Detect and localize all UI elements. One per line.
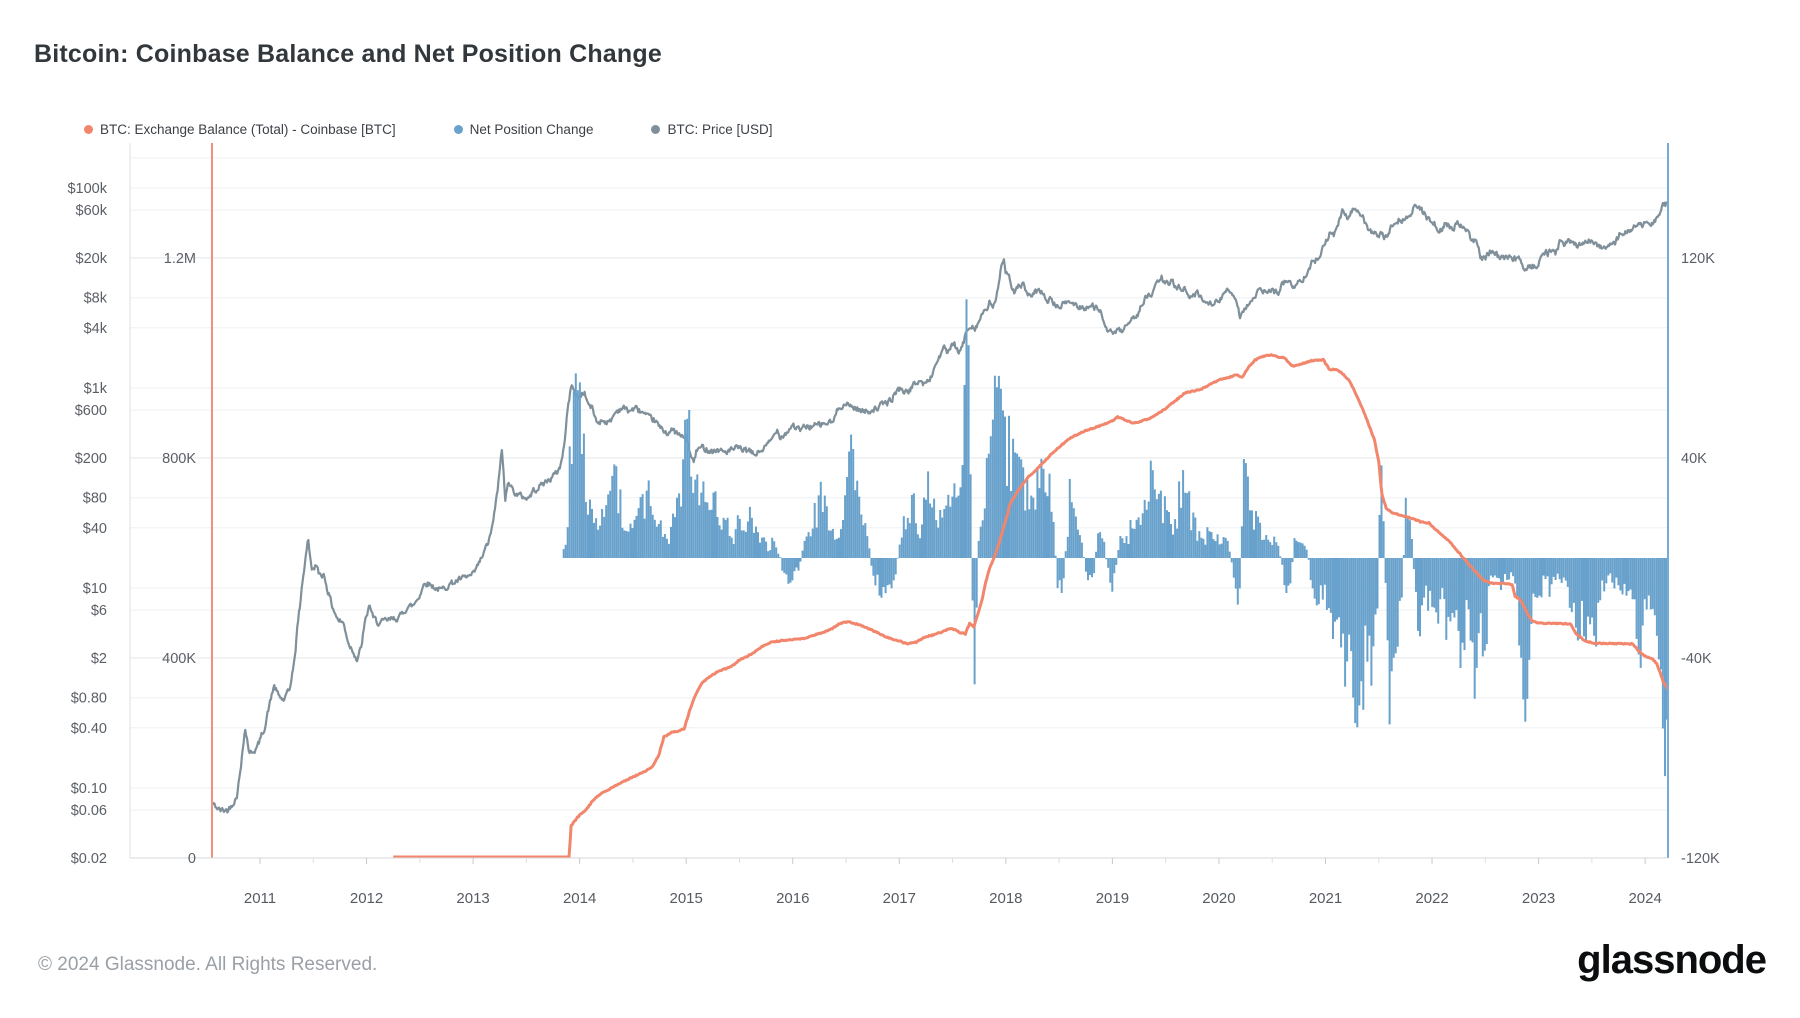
svg-text:120K: 120K: [1681, 251, 1715, 267]
gridlines: [130, 157, 1668, 859]
svg-text:2024: 2024: [1628, 890, 1661, 907]
svg-text:$0.10: $0.10: [71, 781, 107, 797]
chart-legend: BTC: Exchange Balance (Total) - Coinbase…: [84, 122, 772, 137]
blue-dot-icon: [453, 125, 463, 134]
svg-text:$10: $10: [83, 581, 107, 597]
svg-text:$0.40: $0.40: [71, 721, 107, 737]
legend-label: Net Position Change: [469, 122, 594, 137]
svg-text:$0.80: $0.80: [71, 691, 107, 707]
svg-text:$2: $2: [91, 651, 107, 667]
svg-text:$20k: $20k: [76, 251, 108, 267]
svg-text:$1k: $1k: [84, 381, 108, 397]
legend-label: BTC: Exchange Balance (Total) - Coinbase…: [100, 122, 396, 137]
svg-text:$4k: $4k: [84, 321, 108, 337]
svg-text:1.2M: 1.2M: [164, 251, 196, 267]
svg-text:$600: $600: [75, 403, 107, 419]
axis-labels-layer: $100k $60k $20k $8k $4k $1k $600 $200 $80 $40 $10 $…: [67, 181, 1720, 907]
svg-text:$40: $40: [83, 521, 107, 537]
svg-text:$60k: $60k: [76, 203, 108, 219]
svg-text:2016: 2016: [776, 890, 809, 907]
svg-text:2020: 2020: [1202, 890, 1235, 907]
svg-text:800K: 800K: [162, 451, 196, 467]
svg-text:$80: $80: [83, 491, 107, 507]
svg-text:$200: $200: [75, 451, 107, 467]
legend-label: BTC: Price [USD]: [667, 122, 773, 137]
svg-text:2012: 2012: [350, 890, 383, 907]
svg-text:400K: 400K: [162, 651, 196, 667]
svg-text:2017: 2017: [883, 890, 916, 907]
svg-text:-120K: -120K: [1681, 851, 1720, 867]
legend-item-net-position-change[interactable]: Net Position Change: [453, 122, 594, 137]
svg-text:2022: 2022: [1415, 890, 1448, 907]
svg-text:2023: 2023: [1522, 890, 1555, 907]
svg-text:2021: 2021: [1309, 890, 1342, 907]
svg-text:$8k: $8k: [84, 291, 108, 307]
svg-text:2018: 2018: [989, 890, 1022, 907]
legend-item-exchange-balance[interactable]: BTC: Exchange Balance (Total) - Coinbase…: [84, 122, 396, 137]
svg-text:$6: $6: [91, 603, 107, 619]
svg-text:2011: 2011: [244, 890, 276, 907]
svg-text:40K: 40K: [1681, 451, 1707, 467]
svg-text:$0.02: $0.02: [71, 851, 107, 867]
svg-text:2015: 2015: [670, 890, 703, 907]
series-layer: [212, 201, 1668, 858]
svg-text:0: 0: [188, 851, 196, 867]
gray-dot-icon: [651, 125, 661, 134]
svg-text:2019: 2019: [1096, 890, 1129, 907]
axes-layer: [129, 143, 1669, 864]
svg-text:-40K: -40K: [1681, 651, 1712, 667]
orange-dot-icon: [84, 125, 93, 134]
svg-text:2014: 2014: [563, 890, 596, 907]
copyright-text: © 2024 Glassnode. All Rights Reserved.: [38, 954, 378, 975]
legend-item-btc-price[interactable]: BTC: Price [USD]: [651, 122, 772, 137]
svg-text:$100k: $100k: [67, 181, 107, 197]
svg-text:2013: 2013: [456, 890, 489, 907]
svg-text:$0.06: $0.06: [71, 803, 107, 819]
page-title: Bitcoin: Coinbase Balance and Net Positi…: [34, 40, 662, 68]
glassnode-logo: glassnode: [1577, 938, 1767, 982]
